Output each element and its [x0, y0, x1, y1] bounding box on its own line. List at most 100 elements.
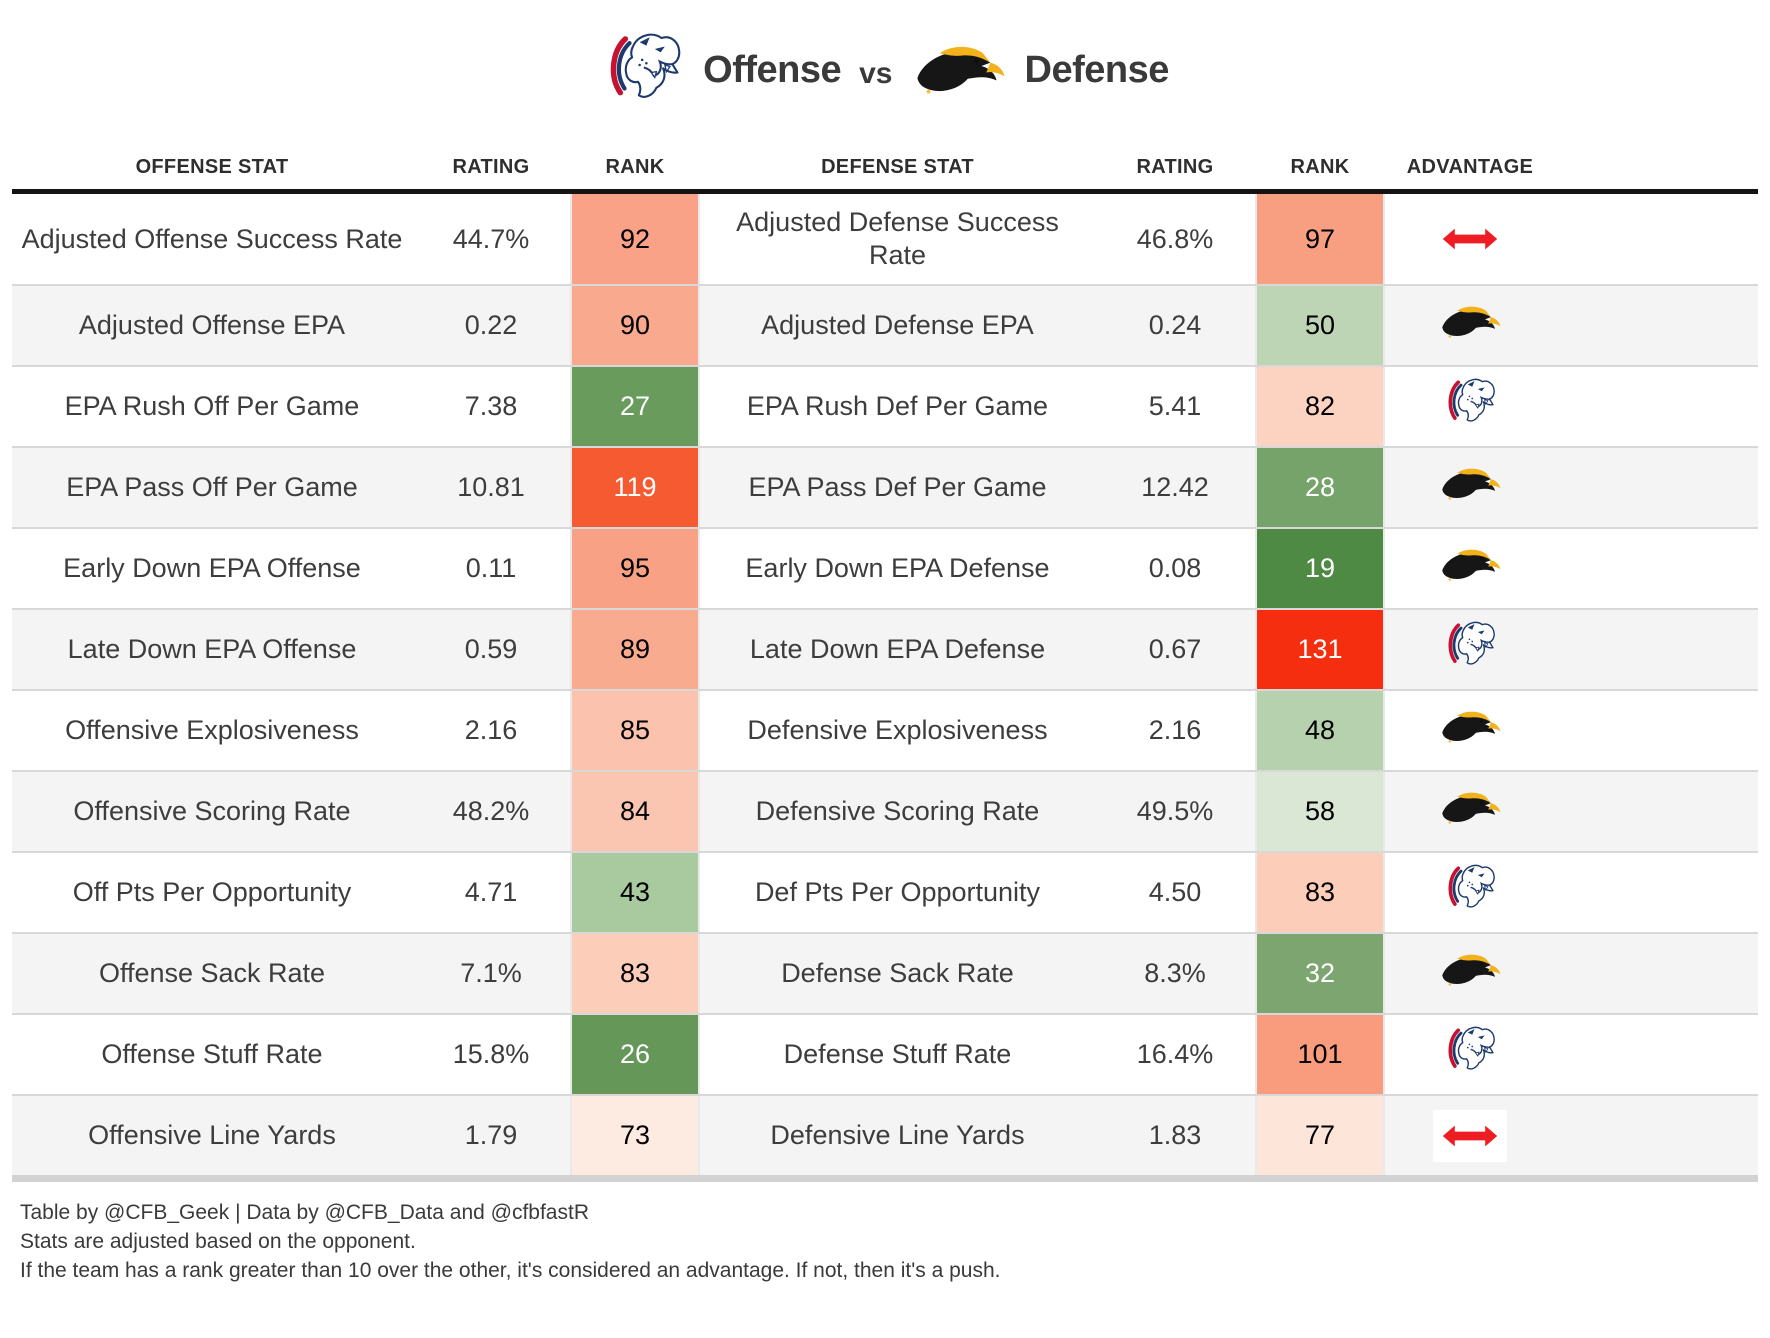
offense-rank-cell: 73: [570, 1096, 700, 1175]
column-header-defense-rank: RANK: [1290, 156, 1350, 178]
jaguar-logo-icon: [1442, 375, 1498, 439]
offense-rank-cell: 92: [570, 194, 700, 284]
offense-rating-cell: 4.71: [464, 877, 518, 908]
eagle-logo-icon: [1438, 545, 1502, 593]
column-header-defense-stat: DEFENSE STAT: [821, 156, 974, 178]
defense-stat-cell: Defensive Scoring Rate: [755, 796, 1040, 827]
defense-rank-cell: 77: [1255, 1096, 1385, 1175]
offense-rating-cell: 2.16: [464, 715, 518, 746]
advantage-cell: [1385, 691, 1555, 770]
table-row: Offense Sack Rate 7.1% 83 Defense Sack Rate…: [12, 932, 1758, 1013]
page: Offense vs Defense OFFENSE STAT RATING R…: [0, 26, 1770, 1338]
vs-label: vs: [859, 57, 893, 90]
offense-rank-cell: 89: [570, 610, 700, 689]
defense-rating-cell: 12.42: [1141, 472, 1209, 503]
offense-stat-cell: EPA Rush Off Per Game: [64, 391, 360, 422]
offense-rating-cell: 10.81: [457, 472, 525, 503]
advantage-cell: [1385, 934, 1555, 1013]
column-header-advantage: ADVANTAGE: [1406, 156, 1534, 178]
defense-rank-cell: 83: [1255, 853, 1385, 932]
eagle-logo-icon: [1438, 464, 1502, 512]
row-spacer-cell: [1555, 691, 1758, 770]
table-row: Adjusted Offense Success Rate 44.7% 92 Adju…: [12, 194, 1758, 284]
row-spacer-cell: [1555, 529, 1758, 608]
row-spacer-cell: [1555, 610, 1758, 689]
defense-rating-cell: 46.8%: [1136, 223, 1214, 254]
offense-rating-cell: 0.22: [464, 310, 518, 341]
defense-rank-cell: 32: [1255, 934, 1385, 1013]
defense-team-logo eagle-logo-icon: [911, 41, 1007, 99]
advantage-cell: [1385, 772, 1555, 851]
defense-rating-cell: 8.3%: [1144, 958, 1206, 989]
offense-rank-cell: 83: [570, 934, 700, 1013]
defense-stat-cell: Defense Sack Rate: [781, 958, 1014, 989]
column-header-offense-rating: RATING: [452, 156, 530, 178]
column-header-offense-rank: RANK: [605, 156, 665, 178]
defense-rank-cell: 82: [1255, 367, 1385, 446]
defense-stat-cell: Defensive Line Yards: [770, 1120, 1025, 1151]
defense-stat-cell: Early Down EPA Defense: [745, 553, 1050, 584]
defense-rating-cell: 0.24: [1148, 310, 1202, 341]
defense-rank-cell: 48: [1255, 691, 1385, 770]
defense-rating-cell: 0.67: [1148, 634, 1202, 665]
defense-stat-cell: Late Down EPA Defense: [749, 634, 1046, 665]
offense-rating-cell: 1.79: [464, 1120, 518, 1151]
offense-rank-cell: 90: [570, 286, 700, 365]
defense-stat-cell: EPA Rush Def Per Game: [746, 391, 1049, 422]
offense-rating-cell: 44.7%: [452, 223, 530, 254]
offense-stat-cell: Adjusted Offense Success Rate: [21, 223, 403, 254]
defense-rank-cell: 28: [1255, 448, 1385, 527]
row-spacer-cell: [1555, 1015, 1758, 1094]
defense-stat-cell: EPA Pass Def Per Game: [748, 472, 1047, 503]
table-row: Offensive Scoring Rate 48.2% 84 Defensive S…: [12, 770, 1758, 851]
table-header-row: OFFENSE STAT RATING RANK DEFENSE STAT RA…: [12, 122, 1758, 194]
defense-stat-cell: Adjusted Defense EPA: [761, 310, 1034, 341]
row-spacer-cell: [1555, 772, 1758, 851]
offense-rank-cell: 84: [570, 772, 700, 851]
jaguar-logo-icon: [1442, 861, 1498, 925]
defense-stat-cell: Def Pts Per Opportunity: [754, 877, 1041, 908]
column-header-offense-stat: OFFENSE STAT: [135, 156, 289, 178]
footer-notes: Table by @CFB_Geek | Data by @CFB_Data a…: [20, 1198, 1758, 1285]
advantage-cell: [1385, 1096, 1555, 1175]
eagle-logo-icon: [1438, 707, 1502, 755]
advantage-cell: [1385, 448, 1555, 527]
offense-stat-cell: Off Pts Per Opportunity: [72, 877, 352, 908]
row-spacer-cell: [1555, 448, 1758, 527]
offense-rank-cell: 95: [570, 529, 700, 608]
table-row: Offense Stuff Rate 15.8% 26 Defense Stuff R…: [12, 1013, 1758, 1094]
column-header-defense-rating: RATING: [1136, 156, 1214, 178]
defense-rating-cell: 2.16: [1148, 715, 1202, 746]
defense-rating-cell: 0.08: [1148, 553, 1202, 584]
offense-stat-cell: Offensive Line Yards: [88, 1120, 336, 1151]
offense-stat-cell: Offense Stuff Rate: [101, 1039, 323, 1070]
push-arrow-icon: [1433, 1109, 1507, 1162]
jaguar-logo-icon: [1442, 1023, 1498, 1087]
row-spacer-cell: [1555, 286, 1758, 365]
table-row: Late Down EPA Offense 0.59 89 Late Down EPA…: [12, 608, 1758, 689]
offense-rank-cell: 119: [570, 448, 700, 527]
offense-stat-cell: Early Down EPA Offense: [63, 553, 361, 584]
table-row: EPA Pass Off Per Game 10.81 119 EPA Pass De…: [12, 446, 1758, 527]
defense-rating-cell: 16.4%: [1136, 1039, 1214, 1070]
defense-title-label: Defense: [1024, 48, 1170, 91]
advantage-cell: [1385, 194, 1555, 284]
row-spacer-cell: [1555, 934, 1758, 1013]
table-row: Off Pts Per Opportunity 4.71 43 Def Pts Per…: [12, 851, 1758, 932]
offense-stat-cell: Adjusted Offense EPA: [78, 310, 346, 341]
advantage-cell: [1385, 367, 1555, 446]
table-row: Early Down EPA Offense 0.11 95 Early Down E…: [12, 527, 1758, 608]
table-row: Offensive Explosiveness 2.16 85 Defensive E…: [12, 689, 1758, 770]
table-row: EPA Rush Off Per Game 7.38 27 EPA Rush Def …: [12, 365, 1758, 446]
advantage-cell: [1385, 610, 1555, 689]
offense-rating-cell: 7.1%: [460, 958, 522, 989]
advantage-cell: [1385, 1015, 1555, 1094]
defense-rank-cell: 131: [1255, 610, 1385, 689]
offense-rating-cell: 7.38: [464, 391, 518, 422]
row-spacer-cell: [1555, 367, 1758, 446]
footer-note-advantage-rule: If the team has a rank greater than 10 o…: [20, 1259, 1001, 1282]
offense-rank-cell: 26: [570, 1015, 700, 1094]
row-spacer-cell: [1555, 194, 1758, 284]
advantage-cell: [1385, 286, 1555, 365]
defense-rank-cell: 50: [1255, 286, 1385, 365]
